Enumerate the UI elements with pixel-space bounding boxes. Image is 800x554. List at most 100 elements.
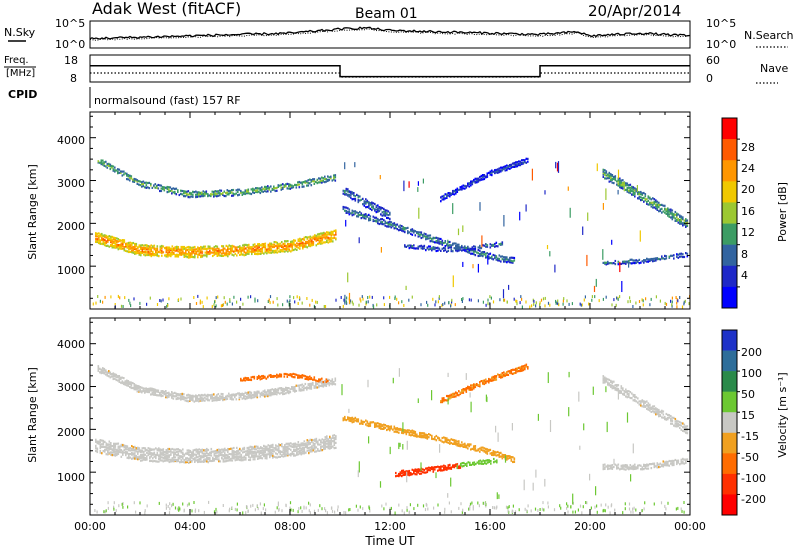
velocity-cell — [473, 385, 475, 388]
power-cell — [276, 245, 279, 248]
velocity-cell — [300, 389, 302, 392]
power-cell — [222, 247, 225, 250]
velocity-cell — [680, 462, 683, 465]
velocity-cell — [240, 393, 242, 396]
velocity-cell — [662, 413, 665, 416]
power-cell — [291, 243, 294, 246]
power-cell — [284, 250, 286, 253]
power-cell — [114, 242, 117, 245]
power-cell — [628, 261, 630, 268]
power-cell — [426, 246, 429, 249]
velocity-cell — [226, 394, 229, 397]
velocity-cell — [443, 467, 445, 470]
velocity-cell — [287, 453, 289, 456]
velocity-cell — [395, 475, 397, 478]
power-cell — [494, 169, 496, 172]
velocity-cell — [428, 469, 430, 472]
velocity-cell — [453, 441, 456, 444]
power-cell — [144, 250, 147, 254]
velocity-cell — [165, 457, 168, 460]
velocity-cell — [162, 450, 165, 453]
power-cell — [513, 161, 516, 165]
velocity-cell — [180, 393, 182, 396]
velocity-cell — [637, 467, 639, 470]
velocity-cell — [449, 397, 451, 400]
power-cell — [602, 175, 605, 178]
power-cell — [479, 253, 481, 256]
power-cell — [213, 190, 215, 193]
power-cell — [228, 251, 231, 254]
velocity-cell — [209, 457, 211, 460]
velocity-cell — [260, 455, 262, 458]
velocity-cell — [410, 473, 412, 476]
velocity-cell — [444, 465, 447, 468]
power-cell — [103, 164, 106, 167]
velocity-cell — [233, 450, 235, 453]
freq-left-tick-top: 18 — [64, 54, 78, 67]
power-cell — [497, 259, 499, 262]
power-cell — [276, 189, 278, 192]
power-cell — [166, 191, 169, 194]
power-cell — [497, 171, 499, 174]
velocity-cell — [180, 449, 183, 452]
power-cell — [483, 253, 486, 256]
power-cell — [632, 261, 635, 265]
velocity-cell — [120, 449, 123, 452]
power-cell — [429, 247, 432, 251]
velocity-cell — [466, 464, 468, 467]
power-cell — [399, 228, 402, 231]
velocity-cell — [272, 454, 274, 457]
velocity-cell — [128, 447, 130, 450]
power-cell — [246, 192, 248, 195]
power-cell — [357, 199, 360, 202]
power-cell — [240, 249, 243, 252]
power-cell — [141, 246, 144, 249]
velocity-cell — [100, 368, 103, 371]
power-cell — [150, 253, 153, 256]
power-cell — [661, 203, 663, 206]
power-cell — [240, 191, 242, 194]
velocity-cell — [461, 444, 463, 447]
velocity-cell — [460, 464, 462, 467]
velocity-cell — [647, 402, 650, 405]
power-cell — [607, 173, 609, 176]
velocity-cell — [301, 383, 304, 386]
velocity-cell — [279, 451, 282, 454]
power-cell — [216, 254, 219, 257]
velocity-cell — [500, 373, 502, 376]
velocity-cell — [429, 433, 432, 437]
power-ytick-3000: 3000 — [57, 177, 85, 190]
power-cell — [622, 185, 624, 188]
velocity-cell — [320, 443, 322, 446]
power-cell — [210, 193, 212, 196]
power-cell — [249, 192, 251, 195]
velocity-cell — [431, 467, 433, 470]
power-cell — [347, 190, 349, 193]
velocity-cell — [159, 451, 162, 455]
power-cell — [643, 196, 645, 199]
velocity-cell — [120, 443, 123, 446]
power-cell — [199, 195, 202, 198]
velocity-cell — [261, 447, 264, 450]
velocity-cell — [303, 448, 306, 451]
power-cell — [275, 241, 277, 244]
velocity-cell — [107, 449, 109, 452]
velocity-cell — [476, 383, 478, 386]
velocity-cell — [263, 449, 265, 453]
velocity-cell — [488, 379, 490, 382]
power-cell — [432, 248, 435, 251]
velocity-cell — [408, 469, 411, 473]
velocity-cell — [305, 451, 307, 454]
power-cell — [525, 300, 527, 304]
velocity-cell — [201, 460, 204, 463]
power-cell — [474, 245, 477, 248]
power-cell — [186, 194, 188, 197]
velocity-cell — [519, 369, 522, 373]
power-cell — [644, 259, 647, 262]
power-cell — [233, 245, 235, 248]
velocity-cell — [267, 450, 270, 453]
velocity-cell — [479, 450, 481, 453]
power-cell — [288, 183, 290, 186]
power-cell — [251, 247, 253, 250]
velocity-cell — [288, 387, 290, 390]
